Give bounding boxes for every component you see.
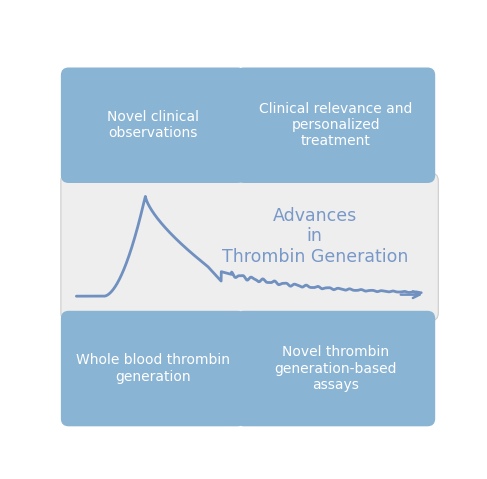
Text: Novel clinical
observations: Novel clinical observations [107,110,199,140]
FancyBboxPatch shape [61,173,438,321]
FancyBboxPatch shape [61,311,245,426]
Text: Whole blood thrombin
generation: Whole blood thrombin generation [76,354,230,384]
Text: Novel thrombin
generation-based
assays: Novel thrombin generation-based assays [274,345,397,392]
Text: Clinical relevance and
personalized
treatment: Clinical relevance and personalized trea… [259,102,412,148]
FancyBboxPatch shape [61,68,245,183]
FancyBboxPatch shape [236,311,435,426]
FancyBboxPatch shape [236,68,435,183]
Text: Advances
in
Thrombin Generation: Advances in Thrombin Generation [222,206,408,266]
